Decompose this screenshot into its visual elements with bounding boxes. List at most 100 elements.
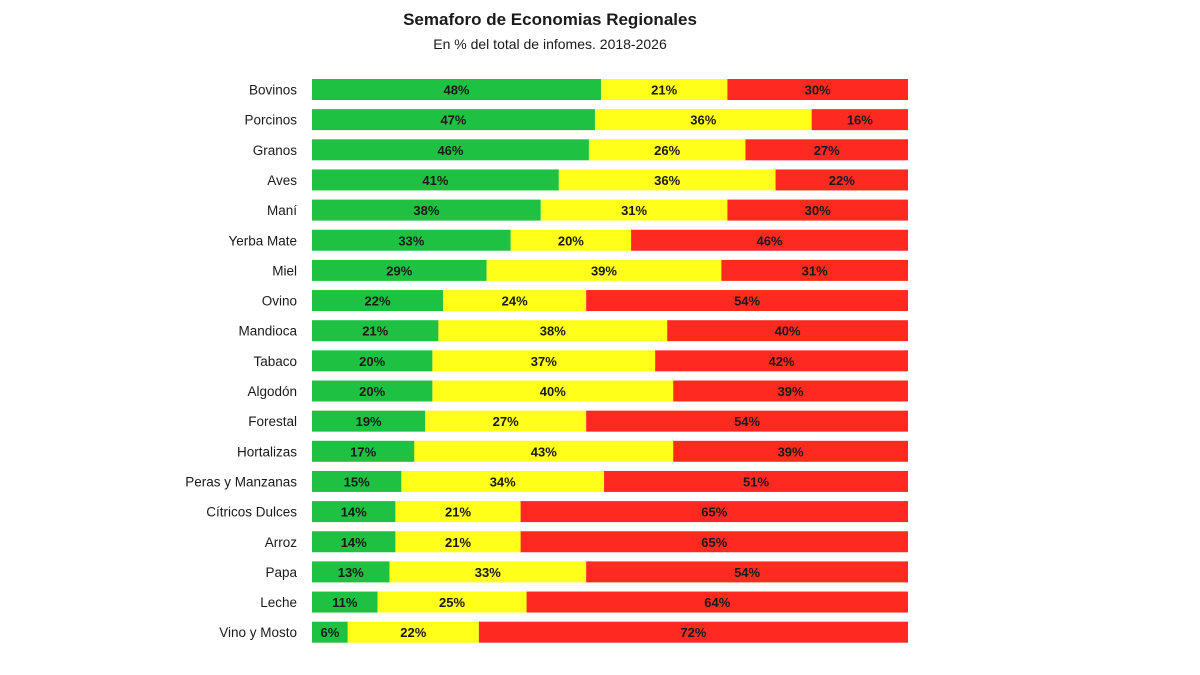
- bar-segment: [414, 440, 674, 462]
- data-label: 65%: [701, 535, 727, 550]
- data-label: 42%: [769, 354, 795, 369]
- data-label: 21%: [445, 505, 471, 520]
- bar-segment: [395, 501, 521, 523]
- data-label: 38%: [413, 203, 439, 218]
- data-label: 72%: [680, 625, 706, 640]
- bar-segment: [401, 470, 605, 492]
- data-label: 36%: [690, 113, 716, 128]
- category-label: Yerba Mate: [228, 233, 297, 248]
- category-label: Mandioca: [238, 324, 297, 339]
- bar-segment: [312, 229, 511, 251]
- data-label: 40%: [540, 384, 566, 399]
- category-label: Ovino: [262, 294, 297, 309]
- bar-segment: [673, 380, 908, 402]
- bar-segment: [520, 501, 908, 523]
- category-label: Porcinos: [244, 113, 297, 128]
- bar-segment: [312, 259, 487, 281]
- data-label: 46%: [437, 143, 463, 158]
- category-label: Bovinos: [249, 83, 297, 98]
- data-label: 36%: [654, 173, 680, 188]
- data-label: 39%: [591, 263, 617, 278]
- bar-segment: [486, 259, 722, 281]
- bar-segment: [312, 320, 439, 342]
- bar-segment: [312, 621, 348, 643]
- bar-segment: [727, 79, 908, 100]
- data-label: 54%: [734, 565, 760, 580]
- bar-segment: [395, 531, 521, 553]
- bar-segment: [312, 169, 559, 191]
- data-label: 31%: [621, 203, 647, 218]
- bar-segment: [432, 380, 674, 402]
- data-label: 22%: [365, 294, 391, 309]
- bar-segment: [673, 440, 908, 462]
- data-label: 30%: [805, 203, 831, 218]
- bar-segment: [377, 591, 527, 613]
- data-label: 15%: [344, 474, 370, 489]
- data-label: 14%: [341, 505, 367, 520]
- bar-segment: [631, 229, 908, 251]
- data-label: 31%: [802, 263, 828, 278]
- bar-segment: [443, 290, 587, 312]
- category-label: Algodón: [247, 384, 297, 399]
- bar-segment: [604, 470, 908, 492]
- data-label: 64%: [704, 595, 730, 610]
- category-label: Arroz: [265, 535, 298, 550]
- data-label: 27%: [814, 143, 840, 158]
- bar-segment: [478, 621, 908, 643]
- bar-segment: [586, 561, 908, 583]
- category-label: Leche: [260, 595, 297, 610]
- category-label: Papa: [265, 565, 297, 580]
- category-label: Forestal: [248, 414, 297, 429]
- category-label: Tabaco: [253, 354, 297, 369]
- category-label: Miel: [272, 263, 297, 278]
- bar-segment: [312, 79, 601, 100]
- data-label: 39%: [778, 444, 804, 459]
- category-label: Vino y Mosto: [219, 625, 297, 640]
- bar-segment: [600, 79, 728, 100]
- data-label: 27%: [493, 414, 519, 429]
- data-label: 26%: [654, 143, 680, 158]
- bar-segment: [312, 531, 396, 553]
- data-label: 16%: [847, 113, 873, 128]
- data-label: 20%: [558, 233, 584, 248]
- bar-segment: [312, 591, 378, 613]
- category-label: Granos: [253, 143, 298, 158]
- bar-segment: [727, 199, 908, 221]
- bar-segment: [312, 501, 396, 523]
- bar-segment: [389, 561, 587, 583]
- data-label: 25%: [439, 595, 465, 610]
- category-label: Aves: [267, 173, 297, 188]
- bar-segment: [312, 410, 426, 432]
- data-label: 43%: [531, 444, 557, 459]
- bar-segment: [312, 440, 415, 462]
- data-label: 21%: [651, 83, 677, 98]
- bar-segment: [526, 591, 908, 613]
- bar-segment: [312, 350, 433, 372]
- bar-segment: [540, 199, 728, 221]
- chart-title: Semaforo de Economias Regionales: [403, 10, 697, 29]
- bar-segment: [312, 380, 433, 402]
- data-label: 46%: [757, 233, 783, 248]
- bar-segment: [745, 139, 908, 161]
- bar-segment: [510, 229, 632, 251]
- bar-segment: [811, 109, 908, 131]
- data-label: 20%: [359, 384, 385, 399]
- bar-segment: [558, 169, 776, 191]
- bar-segment: [312, 139, 589, 161]
- bar-segment: [312, 290, 444, 312]
- category-label: Cítricos Dulces: [206, 505, 297, 520]
- data-label: 33%: [475, 565, 501, 580]
- data-label: 6%: [320, 625, 339, 640]
- chart-subtitle: En % del total de infomes. 2018-2026: [433, 36, 667, 52]
- category-label: Maní: [267, 203, 297, 218]
- bar-segment: [432, 350, 656, 372]
- data-label: 48%: [443, 83, 469, 98]
- data-label: 21%: [362, 324, 388, 339]
- bar-segment: [655, 350, 908, 372]
- data-label: 41%: [422, 173, 448, 188]
- data-label: 29%: [386, 263, 412, 278]
- data-label: 51%: [743, 474, 769, 489]
- bar-segment: [312, 561, 390, 583]
